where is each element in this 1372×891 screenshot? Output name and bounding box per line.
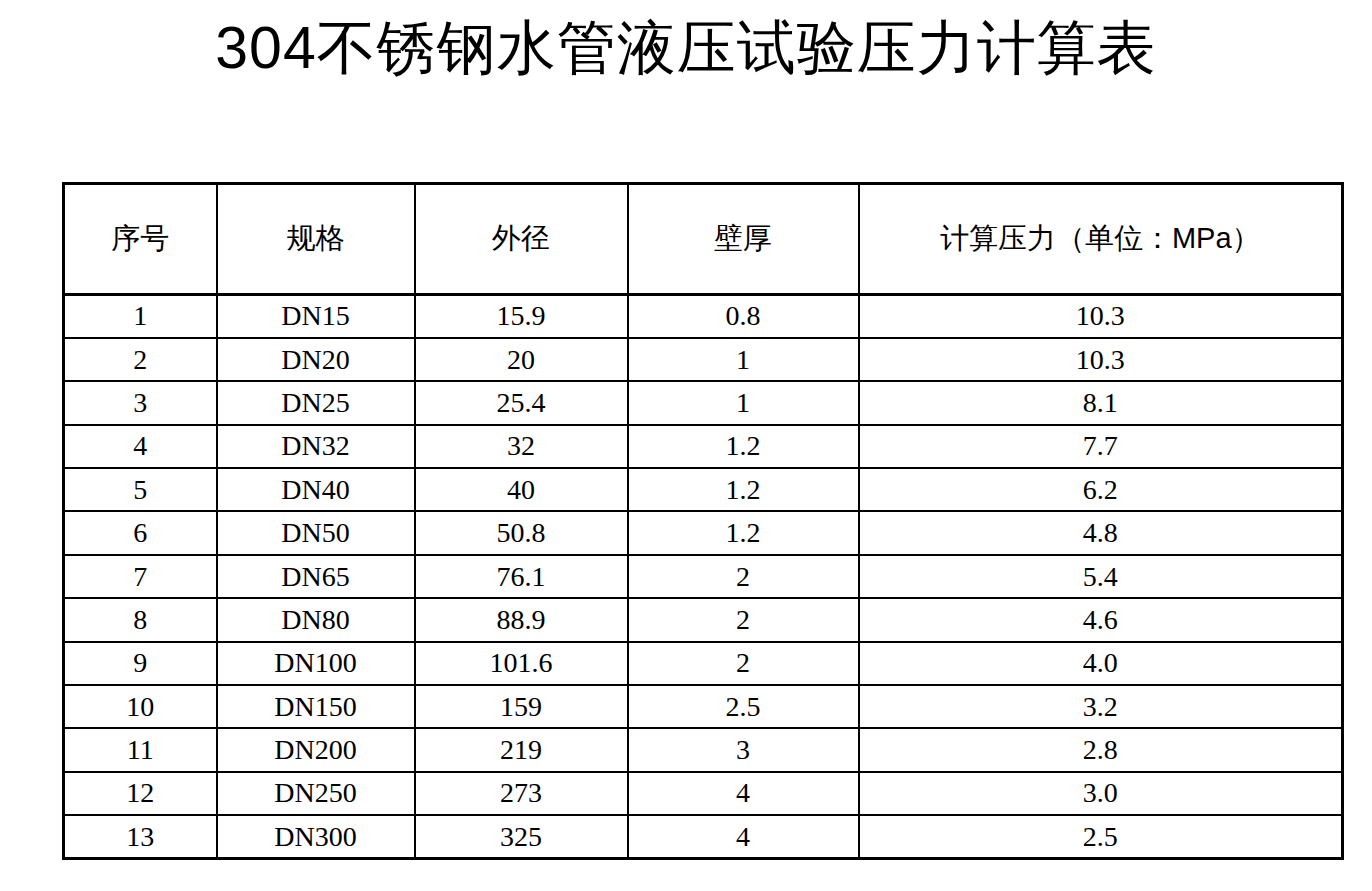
table-cell-spec: DN65 <box>217 555 415 598</box>
header-cell-spec: 规格 <box>217 184 415 295</box>
table-cell-index: 8 <box>64 598 217 641</box>
table-row: 9DN100101.624.0 <box>64 642 1343 685</box>
table-row: 1DN1515.90.810.3 <box>64 295 1343 338</box>
header-cell-wall_thickness: 壁厚 <box>628 184 859 295</box>
table-cell-index: 9 <box>64 642 217 685</box>
table-cell-outer_diameter: 273 <box>415 772 628 815</box>
table-row: 2DN2020110.3 <box>64 338 1343 381</box>
table-cell-wall_thickness: 2 <box>628 598 859 641</box>
table-cell-index: 5 <box>64 468 217 511</box>
table-row: 4DN32321.27.7 <box>64 425 1343 468</box>
table-cell-outer_diameter: 76.1 <box>415 555 628 598</box>
table-row: 13DN30032542.5 <box>64 815 1343 858</box>
table-cell-index: 4 <box>64 425 217 468</box>
table-row: 10DN1501592.53.2 <box>64 685 1343 728</box>
table-row: 8DN8088.924.6 <box>64 598 1343 641</box>
table-cell-spec: DN15 <box>217 295 415 338</box>
table-cell-outer_diameter: 219 <box>415 728 628 771</box>
table-cell-pressure: 10.3 <box>859 338 1343 381</box>
table-cell-outer_diameter: 159 <box>415 685 628 728</box>
table-cell-index: 3 <box>64 381 217 424</box>
table-row: 7DN6576.125.4 <box>64 555 1343 598</box>
header-cell-index: 序号 <box>64 184 217 295</box>
table-cell-spec: DN25 <box>217 381 415 424</box>
table-cell-wall_thickness: 1.2 <box>628 511 859 554</box>
table-row: 5DN40401.26.2 <box>64 468 1343 511</box>
table-cell-outer_diameter: 25.4 <box>415 381 628 424</box>
table-cell-wall_thickness: 4 <box>628 772 859 815</box>
table-cell-index: 6 <box>64 511 217 554</box>
table-cell-index: 11 <box>64 728 217 771</box>
table-header: 序号规格外径壁厚计算压力（单位：MPa） <box>64 184 1343 295</box>
table-cell-pressure: 3.2 <box>859 685 1343 728</box>
pressure-calculation-table: 序号规格外径壁厚计算压力（单位：MPa） 1DN1515.90.810.32DN… <box>62 182 1344 860</box>
table-cell-outer_diameter: 101.6 <box>415 642 628 685</box>
table-cell-outer_diameter: 88.9 <box>415 598 628 641</box>
table-cell-pressure: 4.6 <box>859 598 1343 641</box>
table-cell-wall_thickness: 4 <box>628 815 859 858</box>
table-cell-pressure: 2.5 <box>859 815 1343 858</box>
table-cell-index: 12 <box>64 772 217 815</box>
table-cell-outer_diameter: 20 <box>415 338 628 381</box>
table-cell-wall_thickness: 1 <box>628 381 859 424</box>
table-body: 1DN1515.90.810.32DN2020110.33DN2525.418.… <box>64 295 1343 859</box>
table-cell-spec: DN80 <box>217 598 415 641</box>
table-cell-spec: DN32 <box>217 425 415 468</box>
table-row: 6DN5050.81.24.8 <box>64 511 1343 554</box>
table-cell-pressure: 10.3 <box>859 295 1343 338</box>
table-cell-wall_thickness: 1 <box>628 338 859 381</box>
table-row: 11DN20021932.8 <box>64 728 1343 771</box>
table-cell-pressure: 6.2 <box>859 468 1343 511</box>
table-cell-index: 2 <box>64 338 217 381</box>
table-cell-spec: DN50 <box>217 511 415 554</box>
table-cell-wall_thickness: 2.5 <box>628 685 859 728</box>
table-cell-index: 1 <box>64 295 217 338</box>
table-cell-outer_diameter: 50.8 <box>415 511 628 554</box>
document-page: 304不锈钢水管液压试验压力计算表 序号规格外径壁厚计算压力（单位：MPa） 1… <box>0 0 1372 891</box>
table-cell-pressure: 2.8 <box>859 728 1343 771</box>
table-cell-wall_thickness: 3 <box>628 728 859 771</box>
table-row: 3DN2525.418.1 <box>64 381 1343 424</box>
table-cell-index: 10 <box>64 685 217 728</box>
table-cell-wall_thickness: 2 <box>628 642 859 685</box>
table-cell-pressure: 4.0 <box>859 642 1343 685</box>
table-cell-spec: DN100 <box>217 642 415 685</box>
document-title: 304不锈钢水管液压试验压力计算表 <box>0 12 1372 84</box>
table-cell-outer_diameter: 15.9 <box>415 295 628 338</box>
table-cell-outer_diameter: 40 <box>415 468 628 511</box>
table-cell-spec: DN20 <box>217 338 415 381</box>
header-cell-pressure: 计算压力（单位：MPa） <box>859 184 1343 295</box>
table-cell-wall_thickness: 2 <box>628 555 859 598</box>
table-cell-wall_thickness: 1.2 <box>628 425 859 468</box>
table-cell-spec: DN250 <box>217 772 415 815</box>
table-row: 12DN25027343.0 <box>64 772 1343 815</box>
table-cell-wall_thickness: 0.8 <box>628 295 859 338</box>
header-cell-outer_diameter: 外径 <box>415 184 628 295</box>
table-cell-index: 7 <box>64 555 217 598</box>
table-cell-pressure: 3.0 <box>859 772 1343 815</box>
table-cell-outer_diameter: 32 <box>415 425 628 468</box>
table-cell-outer_diameter: 325 <box>415 815 628 858</box>
table-cell-index: 13 <box>64 815 217 858</box>
table-cell-spec: DN200 <box>217 728 415 771</box>
table-cell-pressure: 7.7 <box>859 425 1343 468</box>
table-cell-pressure: 8.1 <box>859 381 1343 424</box>
table-cell-spec: DN150 <box>217 685 415 728</box>
table-cell-spec: DN300 <box>217 815 415 858</box>
table-header-row: 序号规格外径壁厚计算压力（单位：MPa） <box>64 184 1343 295</box>
table-cell-spec: DN40 <box>217 468 415 511</box>
table-cell-wall_thickness: 1.2 <box>628 468 859 511</box>
table-cell-pressure: 5.4 <box>859 555 1343 598</box>
table-cell-pressure: 4.8 <box>859 511 1343 554</box>
